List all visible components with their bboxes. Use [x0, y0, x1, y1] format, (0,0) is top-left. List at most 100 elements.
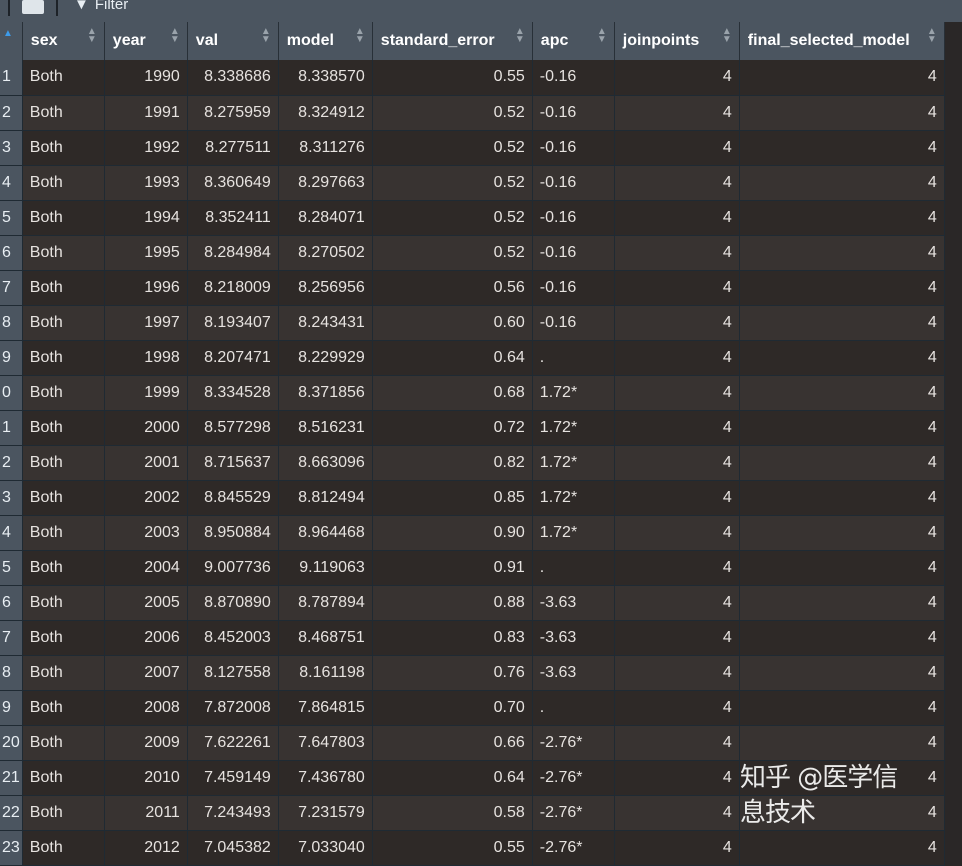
cell-joinpoints: 4 [614, 620, 740, 656]
row-number: 23 [0, 830, 23, 866]
cell-final_selected_model: 4 [739, 340, 945, 376]
column-header-val[interactable]: val ▲ ▼ [187, 22, 279, 60]
cell-val: 8.352411 [187, 200, 279, 236]
sort-icon[interactable]: ▲ ▼ [721, 26, 732, 45]
cell-apc: -0.16 [532, 60, 615, 96]
column-header-sex[interactable]: sex ▲ ▼ [22, 22, 105, 60]
cell-sex: Both [22, 375, 105, 411]
cell-sex: Both [22, 620, 105, 656]
cell-val: 8.870890 [187, 585, 279, 621]
table-row[interactable]: 7 Both 1996 8.218009 8.256956 0.56 -0.16 4 4 [0, 270, 945, 306]
cell-apc: -0.16 [532, 270, 615, 306]
sort-icon[interactable]: ▲ ▼ [514, 26, 525, 45]
cell-standard_error: 0.52 [372, 130, 533, 166]
cell-standard_error: 0.56 [372, 270, 533, 306]
cell-model: 7.436780 [278, 760, 373, 796]
cell-final_selected_model: 4 [739, 375, 945, 411]
row-number: 8 [0, 655, 23, 691]
column-header-year[interactable]: year ▲ ▼ [104, 22, 188, 60]
table-row[interactable]: 3 Both 2002 8.845529 8.812494 0.85 1.72* 4 4 [0, 480, 945, 516]
row-number: 2 [0, 445, 23, 481]
cell-final_selected_model: 4 [739, 515, 945, 551]
column-header-standard_error[interactable]: standard_error ▲ ▼ [372, 22, 533, 60]
sort-icon[interactable]: ▲ ▼ [926, 26, 937, 45]
row-number: 7 [0, 270, 23, 306]
row-number-header[interactable]: ▲ [0, 22, 23, 60]
cell-apc: -0.16 [532, 165, 615, 201]
cell-standard_error: 0.55 [372, 830, 533, 866]
row-number: 9 [0, 690, 23, 726]
cell-joinpoints: 4 [614, 165, 740, 201]
filter-button[interactable]: ▼ Filter [74, 0, 128, 13]
table-row[interactable]: 1 Both 1990 8.338686 8.338570 0.55 -0.16 4 4 [0, 60, 945, 96]
table-row[interactable]: 6 Both 1995 8.284984 8.270502 0.52 -0.16 4 4 [0, 235, 945, 271]
cell-year: 1993 [104, 165, 188, 201]
cell-joinpoints: 4 [614, 305, 740, 341]
cell-val: 8.193407 [187, 305, 279, 341]
popout-icon[interactable] [22, 0, 44, 14]
cell-model: 8.468751 [278, 620, 373, 656]
cell-sex: Both [22, 95, 105, 131]
table-row[interactable]: 5 Both 1994 8.352411 8.284071 0.52 -0.16 4 4 [0, 200, 945, 236]
row-number: 5 [0, 550, 23, 586]
cell-joinpoints: 4 [614, 270, 740, 306]
data-table: ▲ sex ▲ ▼ year ▲ ▼ val ▲ ▼ model ▲ ▼ standard_error ▲ ▼… [0, 22, 945, 866]
table-row[interactable]: 6 Both 2005 8.870890 8.787894 0.88 -3.63 4 4 [0, 585, 945, 621]
cell-model: 8.787894 [278, 585, 373, 621]
table-row[interactable]: 21 Both 2010 7.459149 7.436780 0.64 -2.76* 4 4 [0, 760, 945, 796]
cell-year: 2003 [104, 515, 188, 551]
cell-val: 7.045382 [187, 830, 279, 866]
table-row[interactable]: 9 Both 1998 8.207471 8.229929 0.64. 4 4 [0, 340, 945, 376]
cell-apc: -0.16 [532, 95, 615, 131]
sort-icon[interactable]: ▲ ▼ [596, 26, 607, 45]
cell-sex: Both [22, 410, 105, 446]
cell-val: 7.243493 [187, 795, 279, 831]
row-number: 3 [0, 130, 23, 166]
cell-sex: Both [22, 305, 105, 341]
column-header-final_selected_model[interactable]: final_selected_model ▲ ▼ [739, 22, 945, 60]
cell-model: 8.516231 [278, 410, 373, 446]
column-header-model[interactable]: model ▲ ▼ [278, 22, 373, 60]
cell-standard_error: 0.70 [372, 690, 533, 726]
sort-icon[interactable]: ▲ ▼ [86, 26, 97, 45]
column-header-label: year [112, 32, 146, 49]
sort-icon[interactable]: ▲ ▼ [260, 26, 271, 45]
table-row[interactable]: 7 Both 2006 8.452003 8.468751 0.83 -3.63 4 4 [0, 620, 945, 656]
cell-final_selected_model: 4 [739, 200, 945, 236]
column-header-label: val [195, 32, 219, 49]
table-row[interactable]: 8 Both 1997 8.193407 8.243431 0.60 -0.16 4 4 [0, 305, 945, 341]
table-row[interactable]: 1 Both 2000 8.577298 8.516231 0.72 1.72* 4 4 [0, 410, 945, 446]
table-row[interactable]: 23 Both 2012 7.045382 7.033040 0.55 -2.76* 4 4 [0, 830, 945, 866]
row-number: 6 [0, 585, 23, 621]
cell-final_selected_model: 4 [739, 60, 945, 96]
cell-apc: -2.76* [532, 725, 615, 761]
table-row[interactable]: 5 Both 2004 9.007736 9.119063 0.91. 4 4 [0, 550, 945, 586]
cell-val: 9.007736 [187, 550, 279, 586]
column-header-label: model [286, 32, 334, 49]
table-row[interactable]: 3 Both 1992 8.277511 8.311276 0.52 -0.16 4 4 [0, 130, 945, 166]
cell-val: 8.218009 [187, 270, 279, 306]
table-row[interactable]: 22 Both 2011 7.243493 7.231579 0.58 -2.76* 4 4 [0, 795, 945, 831]
table-row[interactable]: 2 Both 1991 8.275959 8.324912 0.52 -0.16 4 4 [0, 95, 945, 131]
cell-sex: Both [22, 480, 105, 516]
cell-final_selected_model: 4 [739, 690, 945, 726]
sort-icon[interactable]: ▲ ▼ [354, 26, 365, 45]
table-row[interactable]: 8 Both 2007 8.127558 8.161198 0.76 -3.63 4 4 [0, 655, 945, 691]
column-header-apc[interactable]: apc ▲ ▼ [532, 22, 615, 60]
cell-year: 2008 [104, 690, 188, 726]
cell-standard_error: 0.82 [372, 445, 533, 481]
cell-joinpoints: 4 [614, 515, 740, 551]
table-row[interactable]: 20 Both 2009 7.622261 7.647803 0.66 -2.76* 4 4 [0, 725, 945, 761]
table-row[interactable]: 0 Both 1999 8.334528 8.371856 0.68 1.72* 4 4 [0, 375, 945, 411]
cell-model: 7.033040 [278, 830, 373, 866]
column-header-joinpoints[interactable]: joinpoints ▲ ▼ [614, 22, 740, 60]
cell-apc: -0.16 [532, 130, 615, 166]
table-row[interactable]: 9 Both 2008 7.872008 7.864815 0.70. 4 4 [0, 690, 945, 726]
cell-sex: Both [22, 760, 105, 796]
column-header-label: final_selected_model [747, 32, 910, 49]
table-row[interactable]: 2 Both 2001 8.715637 8.663096 0.82 1.72* 4 4 [0, 445, 945, 481]
table-row[interactable]: 4 Both 2003 8.950884 8.964468 0.90 1.72* 4 4 [0, 515, 945, 551]
table-row[interactable]: 4 Both 1993 8.360649 8.297663 0.52 -0.16 4 4 [0, 165, 945, 201]
sort-icon[interactable]: ▲ ▼ [169, 26, 180, 45]
cell-val: 8.127558 [187, 655, 279, 691]
